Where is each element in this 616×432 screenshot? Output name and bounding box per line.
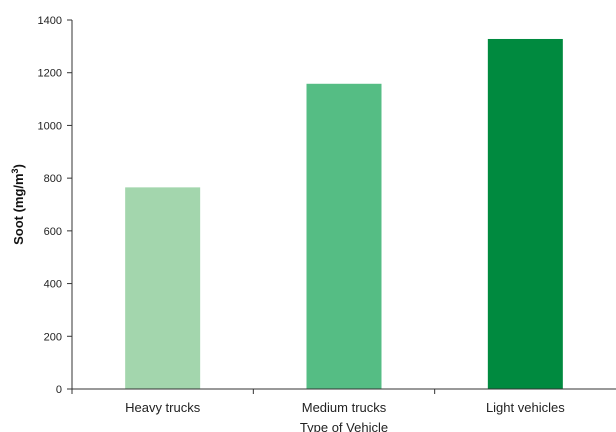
x-category-label: Heavy trucks (125, 400, 201, 415)
y-axis-ticks: 0 200 400 600 800 1000 1200 1400 (38, 15, 72, 396)
y-axis-title: Soot (mg/m3) (10, 164, 26, 245)
y-tick-label: 1000 (38, 120, 62, 132)
bar-heavy-trucks (125, 187, 201, 389)
bars (125, 38, 563, 389)
x-category-label: Medium trucks (302, 400, 387, 415)
y-tick-label: 0 (56, 384, 62, 396)
x-axis-ticks: Heavy trucks Medium trucks Light vehicles (71, 389, 565, 415)
y-axis-title-superscript: 3 (10, 168, 20, 173)
bar-medium-trucks (306, 83, 382, 389)
y-tick-label: 400 (44, 279, 62, 291)
bar-light-vehicles (487, 38, 563, 389)
y-tick-label: 800 (44, 173, 62, 185)
y-tick-label: 1200 (38, 68, 62, 80)
y-tick-label: 1400 (38, 15, 62, 27)
y-tick-label: 200 (44, 331, 62, 343)
y-axis-title-end: ) (11, 164, 26, 168)
x-axis-title: Type of Vehicle (300, 420, 388, 432)
x-category-label: Light vehicles (486, 400, 565, 415)
y-tick-label: 600 (44, 226, 62, 238)
y-axis-title-main: Soot (mg/m (11, 173, 26, 245)
